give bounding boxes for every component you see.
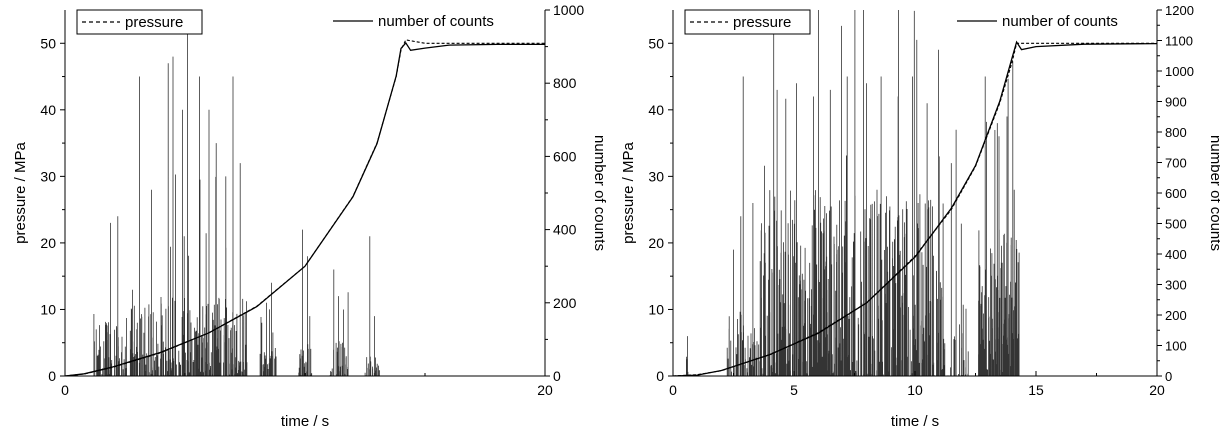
y-right-tick-label: 800 [553,75,577,91]
y-right-tick-label: 100 [1165,339,1187,354]
y-left-tick-label: 10 [648,301,664,317]
pressure-spike-cluster-5 [329,269,349,376]
pressure-dashed-line [673,42,1157,376]
pressure-spike-cluster-5 [978,61,1020,376]
legend-counts-label: number of counts [1002,13,1118,30]
y-right-axis-label: number of counts [1207,135,1220,251]
y-right-tick-label: 400 [1165,247,1187,262]
y-right-tick-label: 1100 [1165,34,1193,49]
x-axis-label: time / s [891,413,939,430]
y-right-tick-label: 1200 [1165,3,1194,18]
legend-pressure-label: pressure [125,14,183,31]
y-left-tick-label: 30 [40,168,56,184]
x-tick-label: 20 [1149,382,1165,398]
y-left-tick-label: 40 [40,102,56,118]
pressure-spike-cluster-6 [364,236,380,376]
y-left-tick-label: 50 [40,35,56,51]
y-right-tick-label: 300 [1165,278,1187,293]
pressure-spike-cluster-3 [759,10,945,376]
y-left-axis-label: pressure / MPa [12,141,29,243]
y-left-tick-label: 10 [40,301,56,317]
y-left-tick-label: 30 [648,168,664,184]
x-axis-label: time / s [281,413,329,430]
y-left-tick-label: 20 [648,235,664,251]
legend-pressure-box [76,9,203,35]
pressure-spike-cluster-4 [298,229,313,376]
pressure-spike-cluster-2 [129,30,248,376]
y-right-tick-label: 800 [1165,125,1187,140]
pressure-spike-cluster-4 [943,129,969,376]
y-left-tick-label: 0 [48,368,56,384]
y-right-tick-label: 200 [1165,308,1187,323]
legend-counts-label: number of counts [378,13,494,30]
y-right-axis-label: number of counts [591,135,608,251]
pressure-spike-cluster-1 [93,216,130,376]
x-tick-label: 5 [790,382,798,398]
y-right-tick-label: 900 [1165,95,1187,110]
y-left-tick-label: 40 [648,102,664,118]
chart-panel-right: 0 5 10 15 2001020304050010020030040050060070… [620,3,1220,430]
plot-area [65,30,545,376]
pressure-dashed-line [65,39,545,376]
y-right-tick-label: 700 [1165,156,1187,171]
x-tick-label: 15 [1028,382,1044,398]
y-left-tick-label: 50 [648,35,664,51]
y-right-tick-label: 0 [553,368,561,384]
y-right-tick-label: 1000 [553,2,584,18]
y-left-tick-label: 20 [40,235,56,251]
y-right-tick-label: 600 [1165,186,1187,201]
pressure-spike-cluster-2 [726,76,760,376]
legend-pressure-label: pressure [733,14,791,31]
y-right-tick-label: 200 [553,295,577,311]
y-right-tick-label: 1000 [1165,64,1194,79]
y-right-tick-label: 400 [553,222,577,238]
pressure-spike-cluster-3 [259,282,277,376]
x-tick-label: 10 [907,382,923,398]
y-right-tick-label: 0 [1165,369,1172,384]
y-right-tick-label: 600 [553,148,577,164]
pressure-spike-cluster-1 [686,336,689,376]
y-left-tick-label: 0 [656,368,664,384]
x-tick-label: 0 [669,382,677,398]
x-tick-label: 0 [61,382,69,398]
plot-area [673,10,1157,376]
y-left-axis-label: pressure / MPa [620,141,637,243]
y-right-tick-label: 500 [1165,217,1187,232]
x-tick-label: 20 [537,382,553,398]
